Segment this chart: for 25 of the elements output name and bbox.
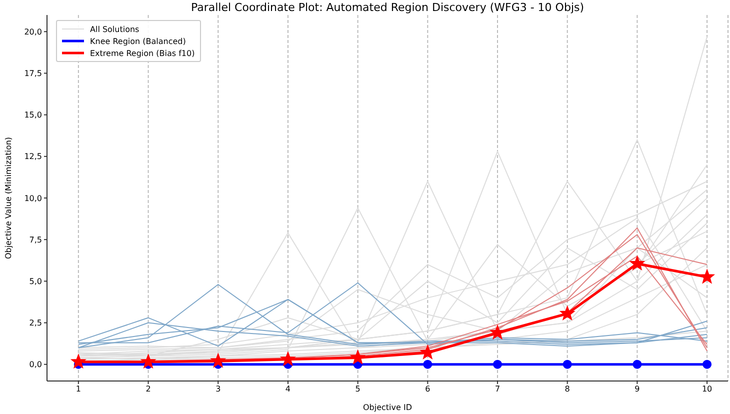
x-tick-label: 5 bbox=[355, 384, 360, 394]
x-tick-label: 9 bbox=[634, 384, 640, 394]
y-tick-label: 10,0 bbox=[24, 194, 42, 203]
y-tick-label: 15,0 bbox=[24, 110, 42, 120]
chart-title: Parallel Coordinate Plot: Automated Region Discovery (WFG3 - 10 Objs) bbox=[190, 1, 586, 14]
y-tick-label: 5,0 bbox=[29, 277, 42, 286]
y-tick-label: 20,0 bbox=[24, 27, 42, 36]
legend-label: Knee Region (Balanced) bbox=[90, 36, 186, 46]
x-tick-label: 1 bbox=[76, 384, 81, 394]
y-tick-label: 17,5 bbox=[24, 69, 42, 78]
y-tick-label: 2,5 bbox=[29, 318, 42, 328]
x-tick-label: 3 bbox=[216, 384, 221, 394]
x-tick-label: 4 bbox=[285, 384, 291, 394]
y-tick-label: 7,5 bbox=[29, 235, 42, 244]
x-axis-title: Objective ID bbox=[363, 403, 412, 412]
x-tick-label: 8 bbox=[564, 384, 570, 394]
legend-label: All Solutions bbox=[90, 24, 140, 34]
y-tick-label: 0,0 bbox=[29, 360, 42, 370]
x-tick-label: 6 bbox=[425, 384, 430, 394]
y-axis-title: Objective Value (Minimization) bbox=[4, 136, 13, 260]
x-tick-label: 7 bbox=[494, 384, 500, 394]
y-tick-label: 12,5 bbox=[24, 152, 42, 162]
x-tick-label: 2 bbox=[146, 384, 151, 394]
x-tick-label: 10 bbox=[702, 384, 712, 394]
legend-label: Extreme Region (Bias f10) bbox=[90, 48, 195, 58]
